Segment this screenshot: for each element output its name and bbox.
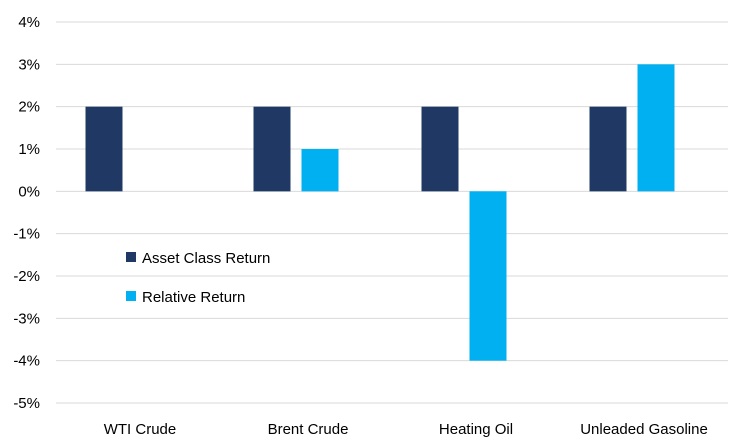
gridlines	[56, 21, 728, 404]
legend: Asset Class Return Relative Return	[126, 250, 270, 306]
y-tick-label: -1%	[13, 226, 40, 243]
legend-label-relative-return: Relative Return	[142, 289, 245, 306]
bar-relative-return-brent-crude	[301, 149, 339, 192]
y-tick-label: -2%	[13, 268, 40, 285]
bar-asset-class-return-brent-crude	[253, 106, 291, 192]
x-tick-label: WTI Crude	[104, 421, 177, 438]
y-tick-label: 1%	[18, 141, 40, 158]
legend-swatch-relative-return	[126, 291, 136, 301]
bar-relative-return-unleaded-gasoline	[637, 64, 675, 192]
y-tick-label: -5%	[13, 395, 40, 412]
y-tick-label: 3%	[18, 56, 40, 73]
y-tick-label: -4%	[13, 353, 40, 370]
x-axis-category-labels: WTI Crude Brent Crude Heating Oil Unleaded …	[104, 421, 708, 438]
bar-asset-class-return-wti-crude	[85, 106, 123, 192]
x-tick-label: Heating Oil	[439, 421, 513, 438]
y-tick-label: 2%	[18, 99, 40, 116]
y-tick-label: -3%	[13, 310, 40, 327]
legend-swatch-asset-class-return	[126, 252, 136, 262]
bars	[85, 64, 675, 361]
bar-relative-return-heating-oil	[469, 191, 507, 361]
legend-label-asset-class-return: Asset Class Return	[142, 250, 270, 267]
y-axis-tick-labels: 4% 3% 2% 1% 0% -1% -2% -3% -4% -5%	[13, 14, 40, 412]
x-tick-label: Brent Crude	[268, 421, 349, 438]
bar-asset-class-return-heating-oil	[421, 106, 459, 192]
bar-asset-class-return-unleaded-gasoline	[589, 106, 627, 192]
y-tick-label: 0%	[18, 183, 40, 200]
y-tick-label: 4%	[18, 14, 40, 31]
x-tick-label: Unleaded Gasoline	[580, 421, 708, 438]
